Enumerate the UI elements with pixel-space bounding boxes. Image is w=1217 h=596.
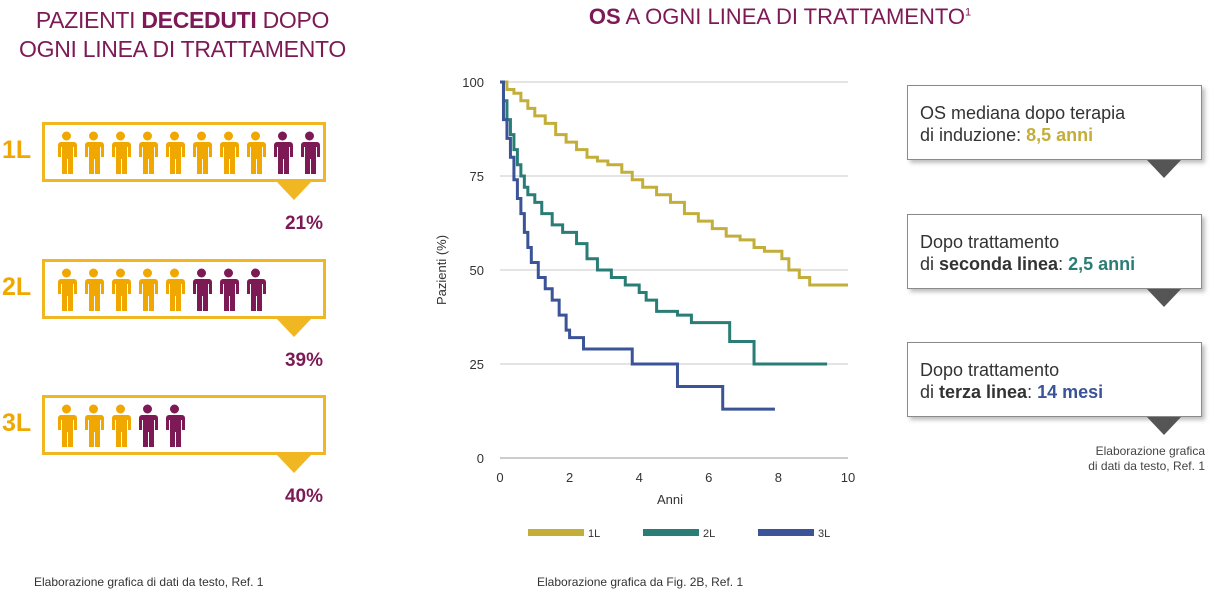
legend-label-3l: 3L	[818, 528, 830, 540]
right-credit: Elaborazione grafica di dati da testo, R…	[1088, 444, 1205, 474]
person-deceased-icon	[215, 268, 242, 312]
line-label-3l: 3L	[2, 409, 32, 437]
pointer-icon	[277, 319, 311, 337]
person-alive-icon	[161, 131, 188, 175]
y-tick-label: 25	[470, 357, 484, 372]
person-alive-icon	[215, 131, 242, 175]
y-tick-label: 50	[470, 263, 484, 278]
survival-chart: 0 25 50 75 100 0 2 4 6 8 10 Anni Pazienti (%) 1L 2L 3L	[434, 75, 855, 540]
right-panel-title: OS A OGNI LINEA DI TRATTAMENTO1	[500, 4, 1060, 30]
person-alive-icon	[107, 268, 134, 312]
y-tick-label: 75	[470, 169, 484, 184]
person-deceased-icon	[188, 268, 215, 312]
infobox-pointer-icon	[1147, 417, 1181, 435]
x-tick-label: 6	[705, 470, 712, 485]
infobox-line-name: seconda linea	[939, 254, 1059, 274]
person-alive-icon	[134, 131, 161, 175]
right-footnote: Elaborazione grafica da Fig. 2B, Ref. 1	[537, 575, 744, 589]
right-title-rest: A OGNI LINEA DI TRATTAMENTO	[620, 4, 965, 29]
y-tick-label: 0	[477, 451, 484, 466]
y-axis-label: Pazienti (%)	[434, 235, 449, 305]
person-deceased-icon	[242, 268, 269, 312]
infobox-1: OS mediana dopo terapia di induzione: 8,5…	[907, 85, 1202, 160]
legend-swatch-2l	[643, 529, 699, 536]
left-title-line2: OGNI LINEA DI TRATTAMENTO	[19, 36, 346, 62]
person-alive-icon	[134, 268, 161, 312]
x-axis-label: Anni	[657, 492, 683, 507]
infobox-line2-prefix: di	[920, 382, 940, 402]
infobox-separator: :	[1027, 382, 1038, 402]
infobox-value: 14 mesi	[1037, 382, 1104, 402]
person-deceased-icon	[134, 404, 161, 448]
person-alive-icon	[161, 268, 188, 312]
infobox-value: 8,5 anni	[1026, 125, 1094, 145]
infobox-3: Dopo trattamento di terza linea: 14 mesi	[907, 342, 1202, 417]
left-panel-title: PAZIENTI DECEDUTI DOPO OGNI LINEA DI TRA…	[0, 6, 365, 64]
deceased-percent-2l: 39%	[284, 350, 323, 371]
deceased-percent-3l: 40%	[284, 486, 323, 507]
left-footnote: Elaborazione grafica di dati da testo, R…	[34, 575, 264, 589]
x-tick-label: 10	[841, 470, 855, 485]
person-alive-icon	[53, 268, 80, 312]
infobox-pointer-icon	[1147, 289, 1181, 307]
infobox-line-name: terza linea	[939, 382, 1028, 402]
person-alive-icon	[242, 131, 269, 175]
people-box-2l	[42, 259, 326, 319]
x-tick-label: 0	[496, 470, 503, 485]
person-alive-icon	[107, 404, 134, 448]
pointer-icon	[277, 455, 311, 473]
right-credit-line1: Elaborazione grafica	[1095, 444, 1205, 458]
infobox-2: Dopo trattamento di seconda linea: 2,5 an…	[907, 214, 1202, 289]
infobox-line2-prefix: di induzione:	[920, 125, 1027, 145]
x-tick-label: 4	[636, 470, 643, 485]
legend-label-1l: 1L	[588, 528, 600, 540]
right-title-sup: 1	[965, 6, 972, 19]
x-tick-label: 8	[775, 470, 782, 485]
person-alive-icon	[53, 131, 80, 175]
series-line-1l	[500, 80, 848, 287]
line-label-2l: 2L	[2, 273, 32, 301]
right-credit-line2: di dati da testo, Ref. 1	[1088, 459, 1205, 473]
legend-swatch-3l	[758, 529, 814, 536]
infobox-value: 2,5 anni	[1068, 254, 1136, 274]
person-alive-icon	[80, 404, 107, 448]
person-alive-icon	[53, 404, 80, 448]
legend-label-2l: 2L	[703, 528, 715, 540]
infobox-line2-prefix: di	[920, 254, 940, 274]
right-title-bold: OS	[588, 4, 621, 29]
line-label-1l: 1L	[2, 136, 32, 164]
infobox-line1: OS mediana dopo terapia	[920, 103, 1126, 123]
person-alive-icon	[107, 131, 134, 175]
pointer-icon	[277, 182, 311, 200]
person-deceased-icon	[161, 404, 188, 448]
left-title-post: DOPO	[256, 7, 330, 33]
people-box-1l	[42, 122, 326, 182]
infobox-pointer-icon	[1147, 160, 1181, 178]
y-tick-label: 100	[462, 75, 484, 90]
left-title-bold: DECEDUTI	[141, 7, 257, 33]
series-line-3l	[500, 80, 775, 411]
infobox-line1: Dopo trattamento	[920, 360, 1060, 380]
people-box-3l	[42, 395, 326, 455]
infobox-line1: Dopo trattamento	[920, 232, 1060, 252]
infobox-separator: :	[1058, 254, 1069, 274]
left-title-pre: PAZIENTI	[35, 7, 142, 33]
series-line-2l	[500, 80, 828, 366]
legend-swatch-1l	[528, 529, 584, 536]
x-tick-label: 2	[566, 470, 573, 485]
person-alive-icon	[80, 268, 107, 312]
person-deceased-icon	[269, 131, 296, 175]
person-deceased-icon	[296, 131, 323, 175]
deceased-percent-1l: 21%	[284, 213, 323, 234]
person-alive-icon	[188, 131, 215, 175]
person-alive-icon	[80, 131, 107, 175]
